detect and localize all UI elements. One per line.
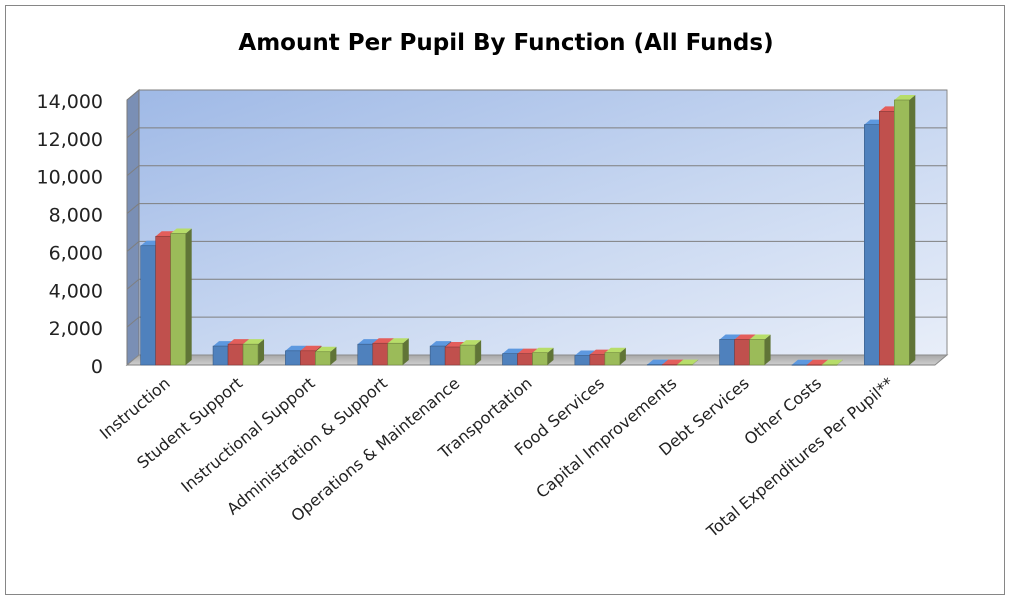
y-tick-label: 14,000 — [37, 91, 103, 113]
bar-front — [894, 99, 910, 366]
y-tick-label: 2,000 — [49, 318, 103, 340]
bar — [387, 338, 409, 366]
bar — [170, 228, 192, 366]
gridline-side — [126, 127, 140, 139]
bar-top — [604, 347, 626, 353]
bar-front — [227, 343, 244, 366]
y-tick-label: 6,000 — [49, 242, 103, 264]
side-wall — [126, 88, 140, 367]
back-wall — [138, 89, 948, 356]
bar-front — [864, 124, 880, 366]
bar-front — [574, 355, 591, 366]
bar-top — [677, 359, 699, 365]
bar-side — [836, 359, 843, 365]
bar-side — [402, 338, 409, 365]
y-tick-label: 8,000 — [49, 205, 103, 227]
bar-front — [791, 364, 808, 366]
bar-top — [647, 359, 669, 365]
gridline-side — [126, 278, 140, 290]
bar-top — [372, 338, 394, 344]
bar-front — [517, 353, 533, 366]
bar-front — [502, 353, 518, 366]
bar-front — [315, 351, 331, 366]
bar-side — [330, 346, 337, 365]
bar-top — [243, 339, 265, 345]
bar-front — [357, 343, 374, 366]
bar-front — [719, 339, 735, 366]
bar-top — [315, 346, 337, 352]
y-tick-label: 4,000 — [49, 280, 103, 302]
bar — [459, 340, 482, 366]
bar-top — [285, 345, 307, 351]
bar-front — [676, 364, 693, 366]
bar — [315, 346, 337, 366]
bar-front — [140, 245, 156, 366]
bar-top — [662, 359, 684, 365]
gridline-side — [126, 241, 140, 252]
bar-front — [604, 352, 621, 366]
bar-top — [749, 334, 771, 340]
bar-side — [258, 339, 265, 365]
gridline-side — [126, 316, 140, 328]
bar-side — [619, 347, 626, 365]
bar — [894, 95, 916, 366]
bar-side — [692, 359, 699, 365]
bar-top — [734, 334, 756, 340]
bar-front — [459, 344, 476, 366]
bar — [242, 339, 265, 366]
bar — [532, 347, 554, 366]
bar-top — [894, 95, 916, 100]
bar-top — [791, 359, 813, 365]
gridline-side — [126, 165, 140, 177]
bar — [604, 347, 626, 366]
bar-front — [285, 350, 301, 366]
bar-top — [170, 228, 192, 234]
bar-front — [155, 235, 171, 366]
gridline-side — [126, 203, 140, 214]
bar-front — [532, 352, 548, 366]
bar-top — [228, 339, 250, 345]
bar-side — [909, 95, 916, 365]
bar-front — [734, 339, 750, 366]
bar-front — [806, 364, 823, 366]
bar-side — [547, 347, 554, 365]
bar-front — [661, 364, 678, 366]
bar-front — [300, 350, 316, 366]
bar-top — [387, 338, 409, 344]
chart-title: Amount Per Pupil By Function (All Funds) — [238, 30, 774, 56]
bar — [821, 359, 843, 366]
bar-side — [764, 334, 771, 365]
bar-front — [444, 346, 461, 366]
bar-front — [372, 342, 389, 366]
y-tick-label: 12,000 — [37, 129, 103, 151]
x-category-label: Capital Improvements — [532, 374, 680, 502]
bar-top — [430, 341, 452, 347]
gridline-side — [126, 89, 140, 101]
bar-front — [429, 345, 446, 366]
bar-front — [749, 339, 765, 366]
x-category-label: Instructional Support — [177, 374, 318, 497]
bar-top — [719, 334, 741, 340]
bar-top — [502, 348, 524, 354]
bar-top — [300, 345, 322, 351]
bar-front — [242, 343, 259, 366]
y-tick-label: 10,000 — [37, 167, 103, 189]
bar-top — [806, 359, 828, 365]
bar-side — [185, 228, 192, 365]
bar-side — [475, 340, 482, 365]
bar-front — [821, 364, 838, 366]
bar-top — [460, 340, 482, 346]
bar — [749, 334, 771, 366]
bar-top — [532, 347, 554, 353]
bar-front — [170, 233, 186, 366]
bar-top — [821, 359, 843, 365]
bar — [676, 359, 699, 366]
bar-front — [387, 342, 404, 366]
bar-front — [212, 345, 229, 366]
y-tick-label: 0 — [91, 356, 103, 378]
bar-front — [589, 354, 606, 366]
bar-front — [879, 111, 895, 366]
bar-front — [646, 364, 663, 366]
